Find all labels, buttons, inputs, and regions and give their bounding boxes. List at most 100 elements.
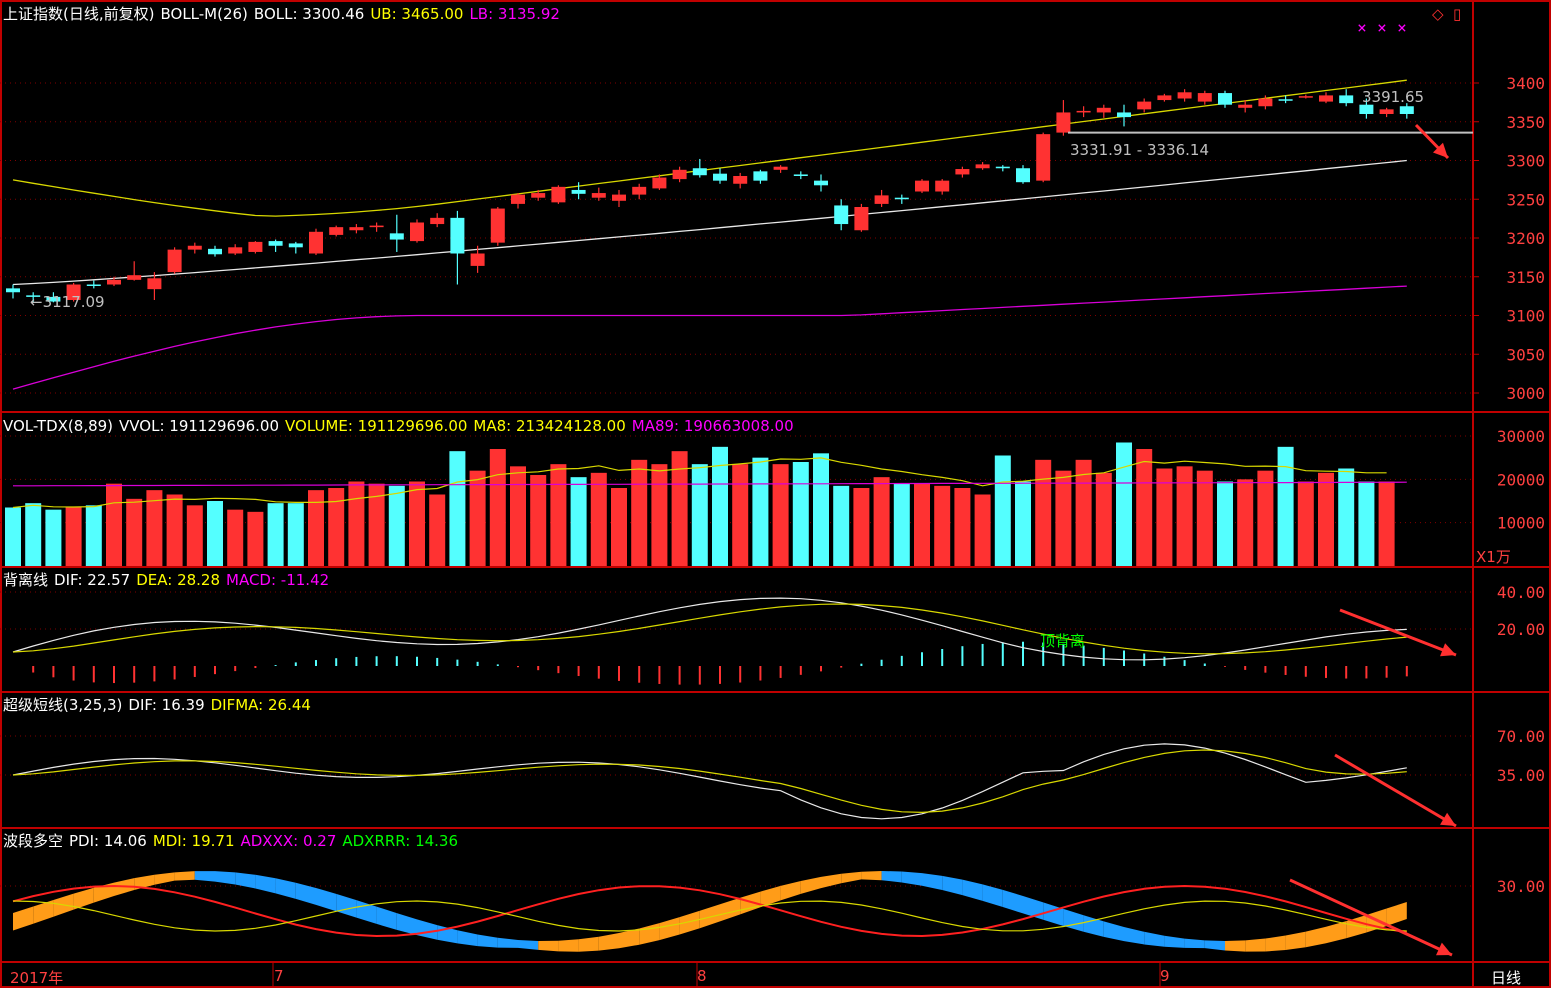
volume-unit-label[interactable]: X1万: [1476, 548, 1511, 566]
wave-band-segment: [1285, 931, 1306, 950]
candle-body: [531, 193, 546, 198]
wave-band-segment: [821, 873, 842, 889]
mdi-line: [12, 900, 1407, 932]
candle-body: [1399, 106, 1414, 114]
volume-bar: [994, 455, 1011, 566]
wave-band-segment: [861, 871, 882, 881]
candle-body: [450, 217, 465, 254]
candle-body: [793, 174, 808, 176]
candle-body: [814, 180, 828, 186]
wave-band-segment: [417, 919, 438, 940]
candle-body: [1218, 93, 1232, 105]
wave-band-segment: [73, 887, 94, 910]
candle-body: [309, 231, 323, 254]
trend-arrow-wave-head: [1436, 942, 1452, 956]
volume-bar: [510, 466, 526, 566]
candle-body: [6, 288, 20, 293]
pdi-value: PDI: 14.06: [69, 832, 147, 850]
wave-band-segment: [295, 882, 316, 905]
candle-body: [1319, 95, 1333, 102]
candle-body: [591, 193, 606, 198]
candle-body: [1076, 110, 1091, 113]
wave-band-segment: [760, 885, 781, 908]
wave-band-segment: [1326, 921, 1347, 944]
candle-body: [571, 189, 586, 194]
volume-bar: [1196, 470, 1213, 566]
candle-body: [773, 166, 788, 170]
wave-band-segment: [336, 893, 357, 918]
candle-body: [208, 248, 222, 255]
candle-body: [46, 296, 61, 302]
wave-band-segment: [720, 897, 741, 922]
volume-bar: [308, 490, 324, 566]
volume-bar: [5, 507, 21, 566]
wave-band-segment: [376, 906, 397, 930]
wave-band-segment: [679, 910, 700, 935]
candle-body: [66, 284, 81, 300]
ma8-value: MA8: 213424128.00: [473, 417, 626, 435]
candle-body: [1016, 168, 1030, 183]
signal-marker: ×: [1397, 18, 1407, 37]
wave-band-segment: [619, 928, 640, 949]
candle-body: [430, 217, 445, 225]
date-label-year: 2017年: [10, 969, 64, 987]
candle-body: [915, 180, 929, 192]
candle-body: [834, 205, 849, 225]
macd-title: 背离线: [3, 571, 49, 589]
volume-bar: [1338, 468, 1355, 566]
volume-bar: [328, 488, 345, 566]
macd-panel-header: 背离线 DIF: 22.57 DEA: 28.28 MACD: -11.42: [3, 571, 335, 589]
wave-band-segment: [194, 871, 215, 882]
wave-band-segment: [1245, 938, 1266, 952]
wave-band-segment: [578, 936, 599, 952]
super-difma-line: [12, 749, 1407, 814]
wave-band-segment: [1305, 926, 1326, 948]
candle-body: [551, 186, 566, 203]
volume-title: VOL-TDX(8,89): [3, 417, 114, 435]
diamond-icon[interactable]: ◇: [1432, 5, 1444, 23]
ma89-value: MA89: 190663008.00: [631, 417, 794, 435]
volume-bar: [1035, 459, 1052, 566]
volume-tick-label: 10000: [1497, 514, 1545, 533]
candle-body: [854, 207, 869, 231]
trend-arrow-macd: [1339, 608, 1457, 657]
wave-band-segment: [659, 917, 680, 941]
volume-bar: [247, 511, 264, 566]
volume-bar: [25, 503, 42, 566]
trend-arrow-super-head: [1440, 812, 1456, 826]
period-tab[interactable]: 日线: [1491, 969, 1522, 987]
boll-middle-band: [12, 159, 1407, 286]
candle-body: [672, 169, 687, 180]
difma-value: DIFMA: 26.44: [210, 696, 311, 714]
candle-body: [329, 227, 344, 235]
boll-upper-band: [12, 79, 1407, 217]
panel-toggle-icon[interactable]: ▯: [1453, 5, 1462, 23]
candle-body: [1379, 109, 1394, 114]
volume-bar: [893, 483, 910, 566]
volume-bar: [671, 451, 688, 566]
candle-body: [410, 222, 424, 242]
wave-band-segment: [1043, 902, 1064, 926]
price-tick-label: 3200: [1506, 229, 1545, 248]
volume-bar: [1075, 459, 1092, 566]
wave-band-segment: [962, 879, 983, 901]
candle-body: [1096, 107, 1111, 113]
volume-bar: [833, 485, 850, 566]
trend-arrow-super: [1334, 753, 1457, 828]
price-tick-label: 3000: [1506, 384, 1545, 403]
wave-band-segment: [33, 899, 54, 924]
candle-body: [1278, 99, 1293, 101]
candle-body: [470, 253, 485, 266]
wave-band-segment: [13, 906, 34, 931]
volume-bar: [348, 481, 365, 566]
volume-bar: [550, 464, 567, 566]
wave-band-segment: [1386, 902, 1407, 926]
macd-tick-label: 40.00: [1497, 583, 1545, 602]
candle-body: [1197, 93, 1212, 102]
candle-body: [127, 275, 142, 280]
volume-bar: [853, 488, 870, 566]
low-price-annotation: ←3117.09: [30, 293, 105, 311]
candle-body: [1117, 112, 1131, 118]
candle-body: [187, 245, 202, 250]
